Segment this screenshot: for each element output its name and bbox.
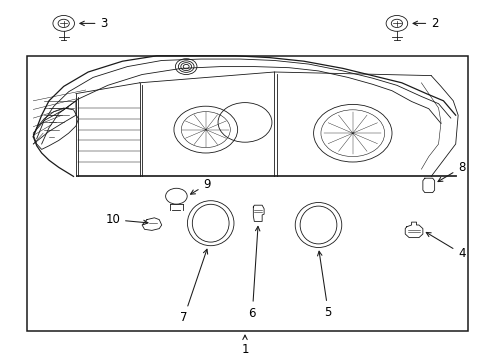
Text: 5: 5 bbox=[318, 251, 332, 319]
Text: 9: 9 bbox=[191, 178, 211, 194]
Bar bbox=[27, 56, 468, 331]
Text: 2: 2 bbox=[413, 17, 439, 30]
Text: 4: 4 bbox=[426, 233, 466, 260]
Text: 10: 10 bbox=[105, 213, 148, 226]
Text: 3: 3 bbox=[80, 17, 108, 30]
Text: 7: 7 bbox=[180, 249, 208, 324]
Text: 8: 8 bbox=[438, 161, 466, 181]
Text: 6: 6 bbox=[248, 226, 260, 320]
Text: 1: 1 bbox=[241, 335, 249, 356]
